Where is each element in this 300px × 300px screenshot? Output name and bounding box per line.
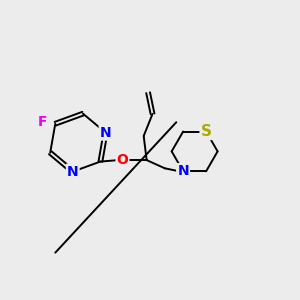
Text: O: O [117,153,128,167]
Text: N: N [177,164,189,178]
Text: N: N [177,164,189,178]
Text: F: F [37,115,47,129]
Text: N: N [100,126,111,140]
Text: S: S [201,124,212,139]
Text: N: N [67,165,79,178]
